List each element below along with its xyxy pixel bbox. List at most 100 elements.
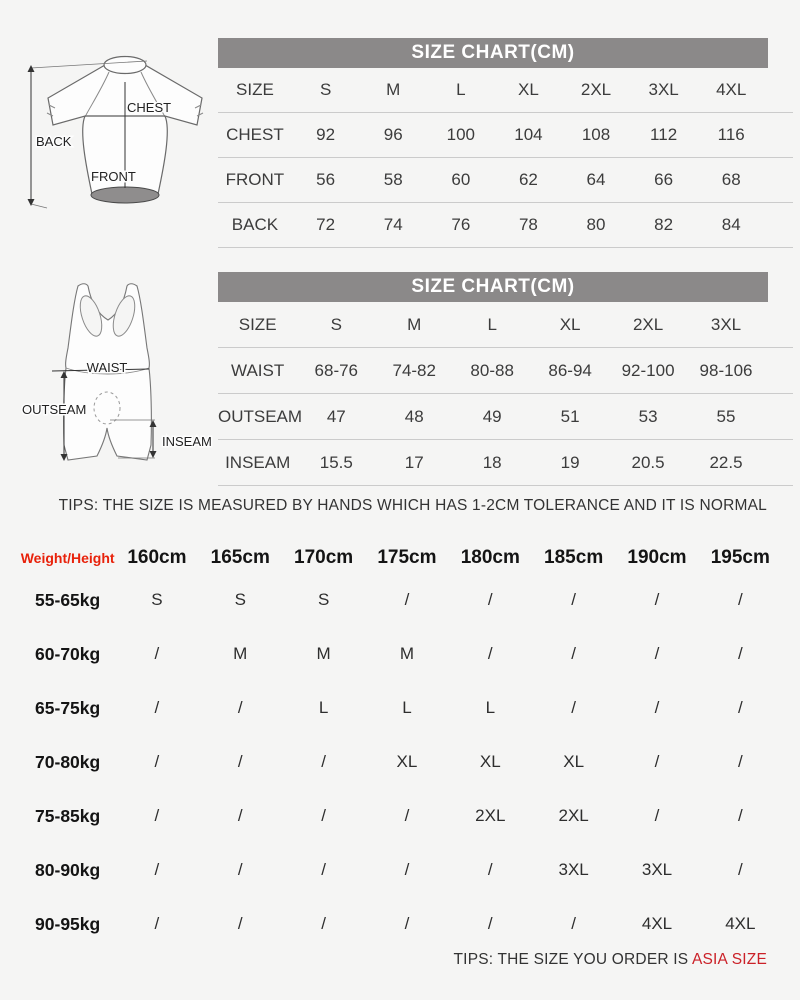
cell: 48 bbox=[404, 406, 424, 426]
cell: 2XL bbox=[475, 806, 506, 825]
cell: 58 bbox=[383, 170, 403, 189]
cell: / bbox=[321, 914, 326, 933]
cell: 96 bbox=[383, 125, 403, 144]
cell: 15.5 bbox=[319, 452, 353, 472]
cell: 160cm bbox=[127, 547, 187, 568]
row-label: SIZE bbox=[238, 314, 277, 334]
cell: 53 bbox=[638, 406, 658, 426]
inseam-label: INSEAM bbox=[162, 434, 212, 449]
fit-row: 60-70kg / M M M / / / / bbox=[20, 627, 782, 681]
cell: 170cm bbox=[294, 547, 354, 568]
cell: 62 bbox=[518, 170, 538, 189]
fit-row: 90-95kg / / / / / / 4XL 4XL bbox=[20, 897, 782, 951]
row-label: 75-85kg bbox=[35, 805, 101, 826]
jersey-hem bbox=[90, 186, 160, 204]
jersey-collar bbox=[103, 55, 147, 75]
row-label: SIZE bbox=[236, 80, 274, 99]
cell: 108 bbox=[581, 125, 611, 144]
jersey-size-chart-title: SIZE CHART(CM) bbox=[411, 42, 575, 63]
cell: 80-88 bbox=[470, 360, 514, 380]
cell: / bbox=[237, 806, 243, 825]
cell: L bbox=[402, 698, 412, 717]
cell: 3XL bbox=[641, 860, 673, 879]
cell: 56 bbox=[316, 170, 336, 189]
cell: / bbox=[487, 590, 493, 609]
cell: / bbox=[737, 698, 743, 717]
row-label: 70-80kg bbox=[35, 751, 101, 772]
bib-size-chart-title: SIZE CHART(CM) bbox=[411, 276, 575, 297]
row-label: Weight/Height bbox=[20, 550, 115, 566]
cell: L bbox=[456, 80, 466, 99]
cell: 92 bbox=[316, 125, 336, 144]
cell: / bbox=[154, 698, 160, 717]
asia-size-tip: TIPS: THE SIZE YOU ORDER IS ASIA SIZE bbox=[0, 951, 800, 969]
cell: / bbox=[321, 860, 326, 879]
cell: 92-100 bbox=[621, 360, 675, 380]
cell: / bbox=[487, 914, 493, 933]
cell: / bbox=[154, 860, 160, 879]
row-label: 55-65kg bbox=[35, 589, 101, 610]
fit-row: 80-90kg / / / / / 3XL 3XL / bbox=[20, 843, 782, 897]
cell: / bbox=[487, 860, 493, 879]
jersey-seams bbox=[85, 71, 165, 116]
cell: 4XL bbox=[725, 914, 756, 933]
front-label: FRONT bbox=[91, 169, 136, 184]
cell: 3XL bbox=[558, 860, 589, 879]
cell: 74-82 bbox=[392, 360, 436, 380]
cell: 98-106 bbox=[699, 360, 753, 380]
asia-size-highlight: ASIA SIZE bbox=[691, 951, 767, 968]
cell: 74 bbox=[383, 215, 403, 234]
cell: / bbox=[321, 752, 326, 771]
size-row: CHEST 92 96 100 104 108 112 116 bbox=[218, 113, 793, 158]
cell: S bbox=[330, 314, 342, 334]
waist-label: WAIST bbox=[87, 360, 128, 375]
row-label: 90-95kg bbox=[35, 913, 101, 934]
fit-row: 65-75kg / / L L L / / / bbox=[20, 681, 782, 735]
cell: M bbox=[233, 644, 248, 663]
cell: 20.5 bbox=[631, 452, 665, 472]
cell: / bbox=[154, 806, 160, 825]
inseam-guide-lines bbox=[110, 419, 155, 459]
cell: 47 bbox=[326, 406, 346, 426]
jersey-size-table: SIZE S M L XL 2XL 3XL 4XL CHEST 92 96 100 104 108 112 1… bbox=[218, 68, 793, 248]
cell: XL bbox=[563, 752, 585, 771]
cell: / bbox=[404, 806, 410, 825]
cell: / bbox=[654, 590, 660, 609]
asia-size-tip-prefix: TIPS: THE SIZE YOU ORDER IS bbox=[453, 951, 692, 968]
cell: 78 bbox=[518, 215, 538, 234]
cell: 3XL bbox=[648, 80, 679, 99]
cell: 195cm bbox=[710, 547, 770, 568]
fit-header-row: Weight/Height 160cm 165cm 170cm 175cm 180cm 18… bbox=[20, 543, 782, 573]
cell: 19 bbox=[560, 452, 580, 472]
size-header-row: SIZE S M L XL 2XL 3XL bbox=[218, 302, 793, 348]
size-row: WAIST 68-76 74-82 80-88 86-94 92-100 98-106 bbox=[218, 348, 793, 394]
chest-label: CHEST bbox=[127, 100, 171, 115]
cell: 68-76 bbox=[314, 360, 359, 380]
cell: XL bbox=[479, 752, 501, 771]
cell: XL bbox=[559, 314, 581, 334]
cell: / bbox=[737, 806, 743, 825]
cell: 100 bbox=[446, 125, 476, 144]
row-label: CHEST bbox=[226, 125, 284, 144]
cell: / bbox=[737, 752, 743, 771]
cell: / bbox=[321, 806, 326, 825]
cell: M bbox=[386, 80, 401, 99]
cell: 3XL bbox=[710, 314, 742, 334]
bib-size-table: SIZE S M L XL 2XL 3XL WAIST 68-76 74-82 80-88 86-94… bbox=[218, 302, 793, 486]
size-header-row: SIZE S M L XL 2XL 3XL 4XL bbox=[218, 68, 793, 113]
cell: 49 bbox=[482, 406, 502, 426]
cell: 76 bbox=[451, 215, 471, 234]
cell: / bbox=[737, 644, 743, 663]
fit-row: 70-80kg / / / XL XL XL / / bbox=[20, 735, 782, 789]
cell: S bbox=[317, 590, 330, 609]
jersey-measurement-diagram: BACK CHEST FRONT bbox=[27, 55, 204, 209]
cell: XL bbox=[396, 752, 418, 771]
cell: 180cm bbox=[460, 547, 520, 568]
cell: 60 bbox=[451, 170, 471, 189]
cell: / bbox=[154, 914, 160, 933]
row-label: WAIST bbox=[231, 360, 285, 380]
cell: XL bbox=[518, 80, 539, 99]
jersey-size-chart-header: SIZE CHART(CM) bbox=[218, 38, 768, 68]
cell: 112 bbox=[650, 125, 678, 144]
